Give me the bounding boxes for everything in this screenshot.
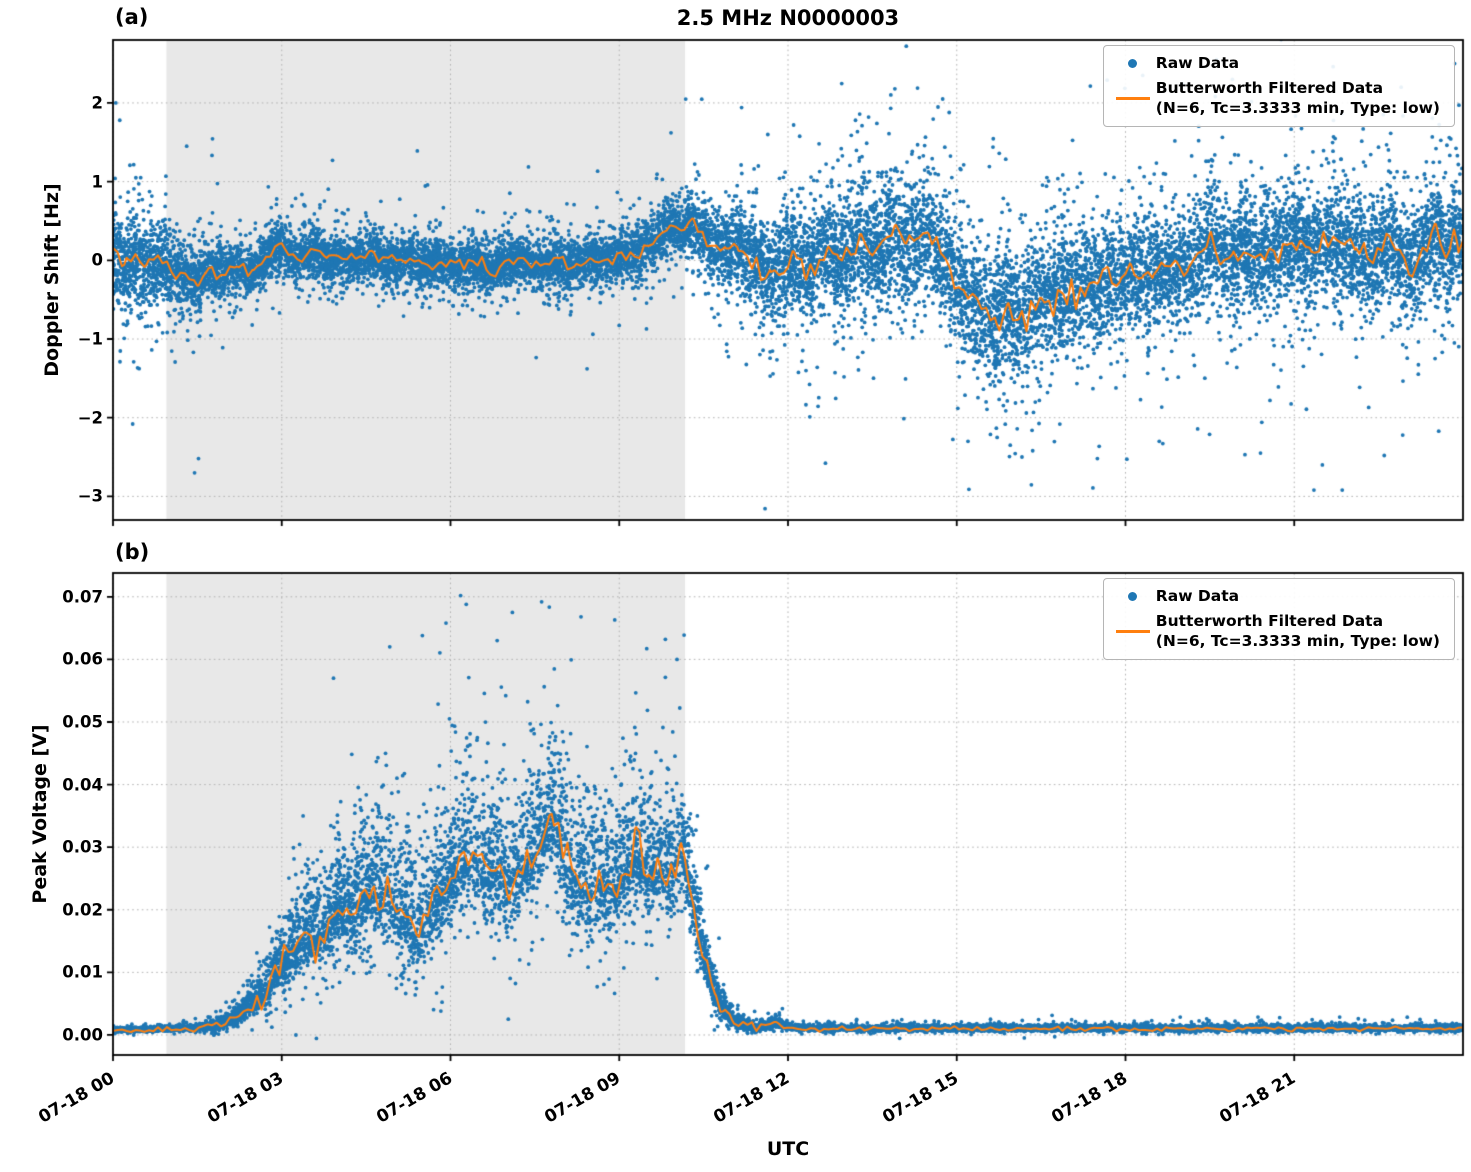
legend-filtered-label-line1: Butterworth Filtered Data	[1155, 78, 1384, 97]
y-tick-label: 0.06	[62, 649, 103, 669]
y-tick-label: 1	[91, 172, 103, 192]
y-tick-label: −1	[77, 329, 103, 349]
legend-filtered-label-line2: (N=6, Tc=3.3333 min, Type: low)	[1155, 631, 1440, 650]
legend-entry-filtered-data: Butterworth Filtered Data (N=6, Tc=3.333…	[1110, 612, 1440, 652]
panel-a-label: (a)	[115, 5, 149, 29]
legend-entry-raw-data: Raw Data	[1110, 587, 1440, 607]
y-axis-label-doppler-shift: Doppler Shift [Hz]	[41, 183, 63, 377]
y-tick-label: 0.07	[62, 587, 103, 607]
figure-title: 2.5 MHz N0000003	[676, 6, 900, 30]
y-tick-label: 0.00	[62, 1025, 103, 1045]
y-tick-label: 0.01	[62, 962, 103, 982]
y-tick-label: −3	[77, 486, 103, 506]
filtered-line-marker-icon	[1115, 97, 1150, 101]
raw-data-marker-icon	[1128, 59, 1138, 69]
y-tick-label: 2	[91, 93, 103, 113]
legend-panel-a: Raw Data Butterworth Filtered Data (N=6,…	[1102, 45, 1455, 128]
raw-data-marker-icon	[1128, 592, 1138, 602]
y-tick-label: 0.05	[62, 712, 103, 732]
legend-filtered-label-line2: (N=6, Tc=3.3333 min, Type: low)	[1155, 98, 1440, 117]
y-tick-label: 0.03	[62, 837, 103, 857]
y-tick-label: 0.04	[62, 775, 103, 795]
y-axis-label-peak-voltage: Peak Voltage [V]	[29, 724, 51, 904]
panel-b-label: (b)	[115, 540, 150, 564]
y-tick-label: −2	[77, 408, 103, 428]
legend-panel-b: Raw Data Butterworth Filtered Data (N=6,…	[1102, 578, 1455, 661]
filtered-line-marker-icon	[1115, 630, 1150, 634]
legend-entry-raw-data: Raw Data	[1110, 54, 1440, 74]
x-axis-label-utc: UTC	[766, 1138, 810, 1160]
y-tick-label: 0	[91, 250, 103, 270]
y-tick-label: 0.02	[62, 900, 103, 920]
legend-entry-filtered-data: Butterworth Filtered Data (N=6, Tc=3.333…	[1110, 79, 1440, 119]
legend-filtered-label-line1: Butterworth Filtered Data	[1155, 611, 1384, 630]
legend-raw-data-label: Raw Data	[1155, 587, 1240, 605]
legend-raw-data-label: Raw Data	[1155, 54, 1240, 72]
